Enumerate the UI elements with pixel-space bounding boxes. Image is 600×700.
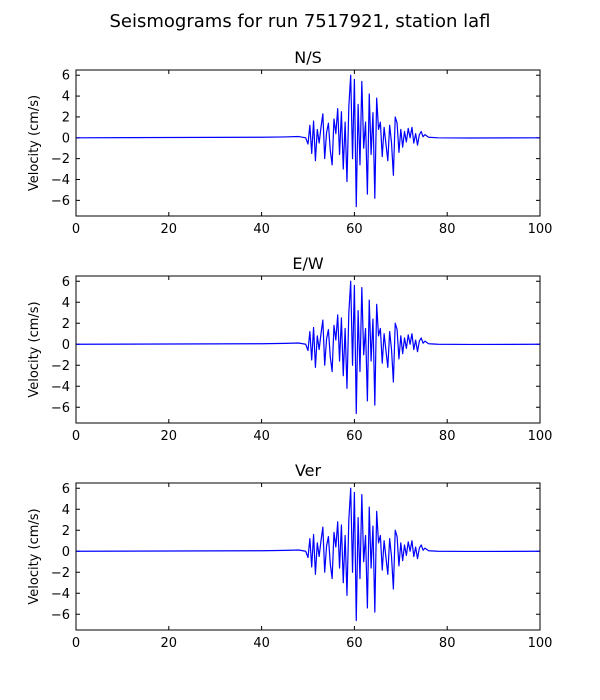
- x-tick-label: 100: [528, 222, 553, 237]
- y-tick-label: −4: [51, 587, 70, 602]
- x-tick-label: 40: [253, 222, 270, 237]
- y-tick-label: −2: [51, 566, 70, 581]
- y-tick-label: −6: [51, 608, 70, 623]
- subplot-title: N/S: [294, 48, 322, 67]
- y-tick-label: 6: [62, 69, 70, 84]
- y-tick-label: 2: [62, 524, 70, 539]
- x-tick-label: 40: [253, 636, 270, 651]
- seismogram-series-line: [75, 487, 541, 622]
- x-tick-label: 100: [528, 429, 553, 444]
- y-tick-label: −6: [51, 401, 70, 416]
- x-tick-label: 80: [439, 636, 456, 651]
- plot-frame: [75, 275, 541, 424]
- y-tick-label: −2: [51, 152, 70, 167]
- subplot-title: Ver: [295, 461, 322, 480]
- x-tick-label: 100: [528, 636, 553, 651]
- y-tick-label: 2: [62, 110, 70, 125]
- x-tick-label: 0: [72, 222, 80, 237]
- y-tick-label: −4: [51, 380, 70, 395]
- plot-frame: [75, 69, 541, 217]
- seismogram-series-line: [75, 74, 541, 208]
- x-tick-label: 60: [346, 636, 363, 651]
- y-tick-label: −4: [51, 173, 70, 188]
- y-tick-label: 4: [62, 296, 70, 311]
- x-tick-label: 80: [439, 429, 456, 444]
- x-tick-label: 60: [346, 429, 363, 444]
- x-tick-label: 40: [253, 429, 270, 444]
- x-tick-label: 20: [161, 636, 178, 651]
- y-axis-label: Velocity (cm/s): [27, 508, 42, 604]
- y-tick-label: 4: [62, 90, 70, 105]
- y-tick-label: 4: [62, 503, 70, 518]
- y-tick-label: −6: [51, 194, 70, 209]
- y-axis-label: Velocity (cm/s): [27, 95, 42, 191]
- subplot-title: E/W: [292, 254, 324, 273]
- x-tick-label: 80: [439, 222, 456, 237]
- y-axis-label: Velocity (cm/s): [27, 301, 42, 397]
- x-tick-label: 20: [161, 222, 178, 237]
- y-tick-label: 6: [62, 482, 70, 497]
- y-tick-label: 0: [62, 338, 70, 353]
- seismogram-series-line: [75, 280, 541, 415]
- x-tick-label: 20: [161, 429, 178, 444]
- y-tick-label: 6: [62, 275, 70, 290]
- plot-frame: [75, 482, 541, 631]
- figure-title: Seismograms for run 7517921, station laf…: [109, 11, 491, 32]
- x-tick-label: 0: [72, 429, 80, 444]
- x-tick-label: 60: [346, 222, 363, 237]
- y-tick-label: −2: [51, 359, 70, 374]
- y-tick-label: 0: [62, 131, 70, 146]
- y-tick-label: 0: [62, 545, 70, 560]
- x-tick-label: 0: [72, 636, 80, 651]
- y-tick-label: 2: [62, 317, 70, 332]
